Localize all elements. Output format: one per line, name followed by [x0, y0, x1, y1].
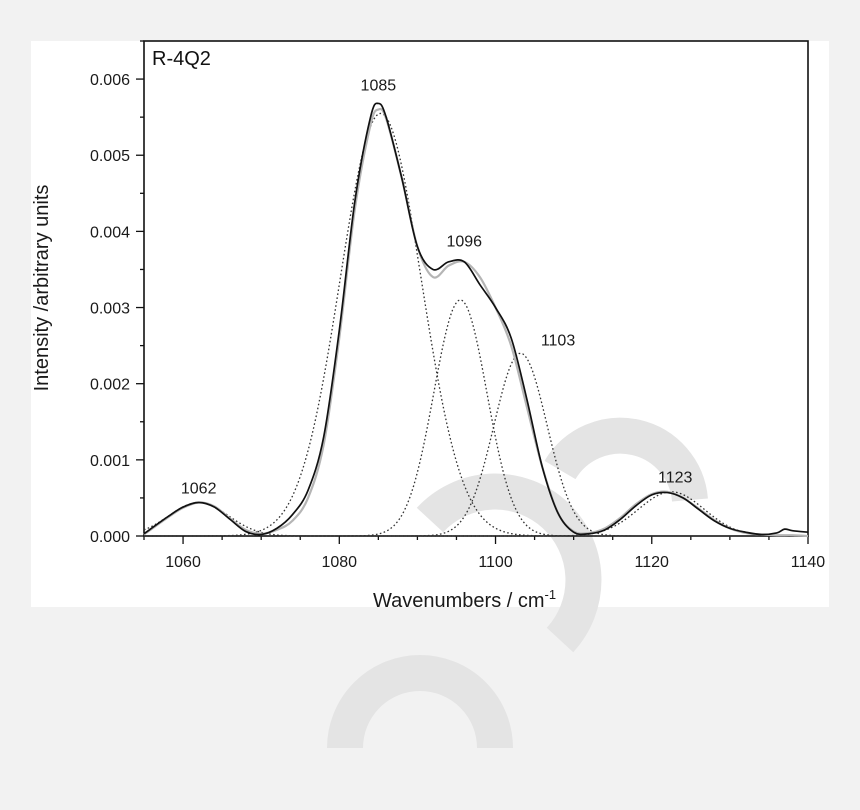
component-curves	[143, 112, 808, 537]
peak-label-1085: 1085	[361, 78, 397, 95]
peak-label-1096: 1096	[446, 234, 482, 251]
x-tick-label: 1120	[635, 554, 670, 571]
component-curve	[144, 112, 808, 537]
y-tick-label: 0.002	[90, 377, 130, 394]
x-tick-label: 1060	[165, 554, 201, 571]
watermark-arc-1	[327, 655, 513, 749]
peak-label-1103: 1103	[541, 333, 576, 350]
y-tick-label: 0.000	[90, 529, 130, 546]
y-tick-label: 0.001	[90, 453, 130, 470]
panel-label: R-4Q2	[152, 48, 211, 70]
component-curve	[144, 491, 808, 537]
x-axis-title-text: Wavenumbers / cm	[373, 590, 545, 612]
plot-frame	[143, 40, 809, 537]
x-tick-label: 1140	[791, 554, 826, 571]
component-curve	[144, 352, 808, 537]
y-tick-label: 0.005	[90, 148, 130, 165]
x-axis-title-sup: -1	[545, 587, 557, 602]
fit-sum-line	[143, 107, 809, 538]
y-axis-title: Intensity /arbitrary units	[31, 185, 53, 392]
watermark-arc-3	[544, 417, 708, 503]
measured-spectrum-line	[143, 102, 809, 536]
y-tick-label: 0.006	[90, 72, 130, 89]
x-tick-label: 1080	[321, 554, 357, 571]
peak-label-1123: 1123	[658, 470, 693, 487]
watermark-arc-2	[416, 473, 602, 653]
peak-label-1062: 1062	[181, 480, 217, 497]
series-lines	[143, 102, 809, 538]
peak-labels: 1062 1085 1096 1103 1123	[181, 78, 693, 498]
y-tick-label: 0.004	[90, 224, 130, 241]
x-tick-label: 1100	[478, 554, 513, 571]
watermark	[327, 417, 708, 749]
component-curve	[144, 299, 808, 537]
y-tick-label: 0.003	[90, 301, 130, 318]
x-axis-title: Wavenumbers / cm-1	[373, 587, 556, 612]
axes: 1060 1080 1100 1120 1140 0.000 0.001 0.002 0.003…	[90, 40, 826, 571]
